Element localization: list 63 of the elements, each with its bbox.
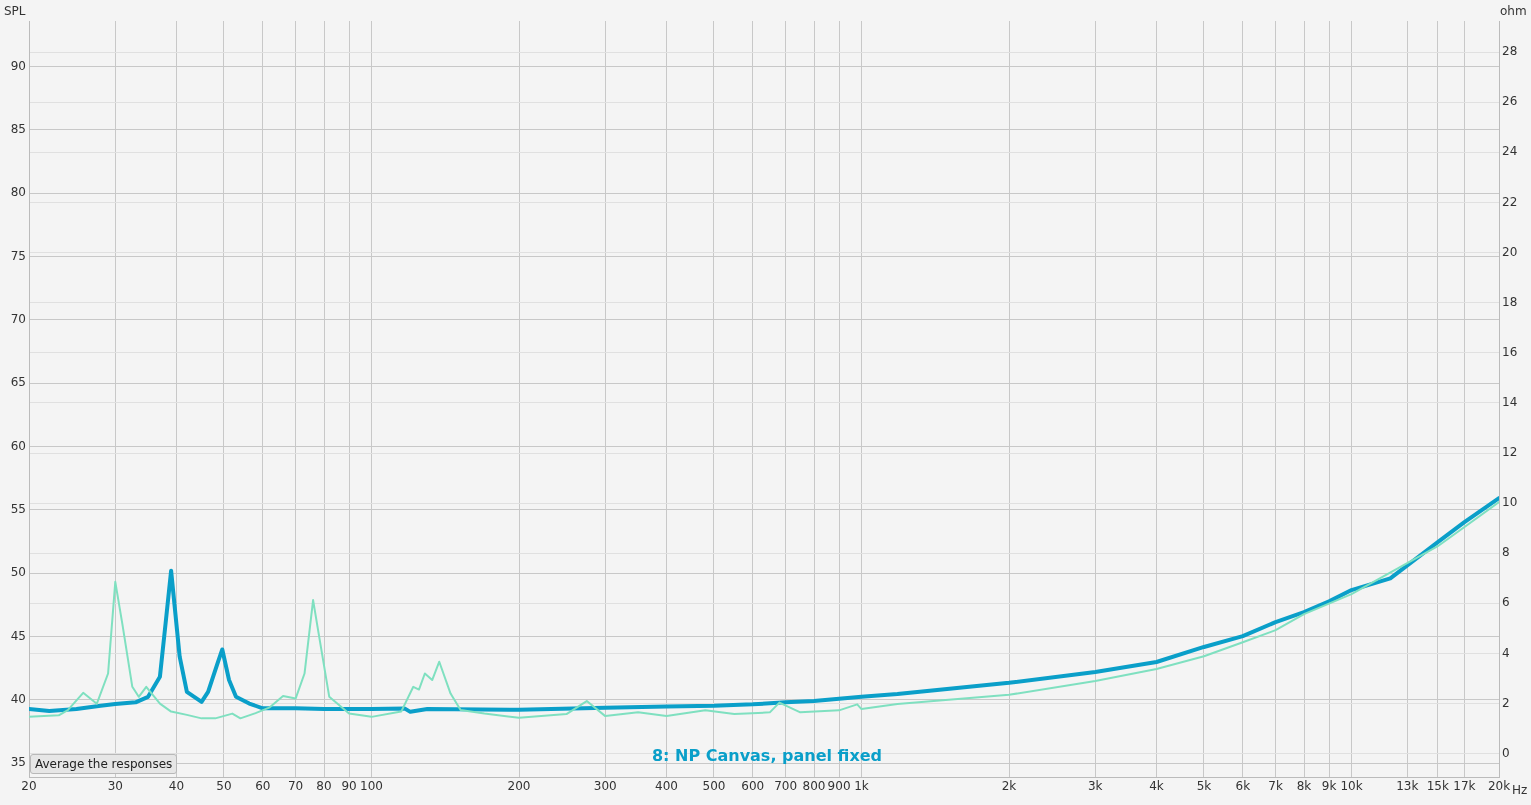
y2-tick-label: 16 [1502, 344, 1518, 359]
x-tick-label: 40 [168, 779, 185, 794]
x-tick-label: 13k [1396, 779, 1419, 794]
x-tick-label: 500 [702, 779, 726, 794]
annotation: Average the responses [30, 754, 178, 774]
y-tick-label: 70 [10, 311, 26, 326]
x-tick-label: 600 [741, 779, 765, 794]
x-tick-label: 2k [1001, 779, 1017, 794]
y-tick-label: 65 [10, 375, 26, 390]
x-tick-label: 4k [1149, 779, 1164, 794]
x-tick-label: 3k [1087, 779, 1103, 794]
x-tick-label: 30 [107, 779, 123, 794]
y-tick-label: 50 [10, 565, 26, 580]
y2-tick-label: 12 [1502, 445, 1518, 460]
x-tick-label: 400 [655, 779, 678, 794]
x-tick-label: 60 [255, 779, 271, 794]
y2-tick-label: 14 [1502, 395, 1518, 410]
x-tick-label: 90 [341, 779, 357, 794]
text: 8: NP Canvas, panel fixed [651, 746, 883, 766]
y-tick-label: 35 [10, 755, 26, 770]
y2-tick-label: 18 [1502, 294, 1518, 309]
y2-tick-label: 4 [1502, 645, 1510, 660]
y-tick-label: 75 [10, 248, 26, 263]
x-tick-label: 800 [802, 779, 826, 794]
x-tick-label: 80 [316, 779, 332, 794]
y2-tick-label: 0 [1502, 745, 1510, 760]
x-tick-label: 200 [507, 779, 531, 794]
x-tick-label: 100 [360, 779, 383, 794]
y-tick-label: 40 [10, 691, 26, 706]
y-tick-label: 85 [10, 122, 26, 137]
x-tick-label: 300 [593, 779, 617, 794]
x-tick-label: 7k [1268, 779, 1283, 794]
y2-tick-label: 2 [1502, 695, 1510, 710]
y2-tick-label: 22 [1502, 194, 1518, 209]
y2-tick-label: 28 [1502, 44, 1518, 59]
x-tick-label: 900 [827, 779, 851, 794]
y2-tick-label: 20 [1502, 244, 1518, 259]
y2-tick-label: 8 [1502, 545, 1510, 560]
y-tick-label: 55 [10, 501, 26, 516]
x-tick-label: 1k [854, 779, 869, 794]
x-tick-label: 700 [774, 779, 798, 794]
x-tick-label: 17k [1453, 779, 1476, 794]
x-tick-label: 8k [1296, 779, 1312, 794]
x-tick-label: 15k [1426, 779, 1449, 794]
y2-tick-label: 26 [1502, 94, 1518, 109]
y-tick-label: 45 [10, 628, 26, 643]
x-tick-label: 5k [1196, 779, 1212, 794]
y2-axis-title: ohm [1500, 4, 1527, 19]
x-axis-title: Hz [1512, 783, 1528, 798]
y-tick-label: 90 [10, 58, 26, 73]
x-tick-label: 6k [1235, 779, 1251, 794]
x-tick-label: 20 [21, 779, 37, 794]
y-tick-label: 80 [10, 185, 26, 200]
x-tick-label: 20k [1487, 779, 1511, 794]
y2-tick-label: 6 [1502, 595, 1510, 610]
x-tick-label: 70 [287, 779, 304, 794]
y2-tick-label: 24 [1502, 144, 1518, 159]
x-tick-label: 50 [216, 779, 232, 794]
x-tick-label: 9k [1321, 779, 1337, 794]
x-tick-label: 10k [1340, 779, 1363, 794]
y-axis-title: SPL [4, 4, 26, 19]
y2-tick-label: 10 [1502, 495, 1518, 510]
y-tick-label: 60 [10, 438, 26, 453]
